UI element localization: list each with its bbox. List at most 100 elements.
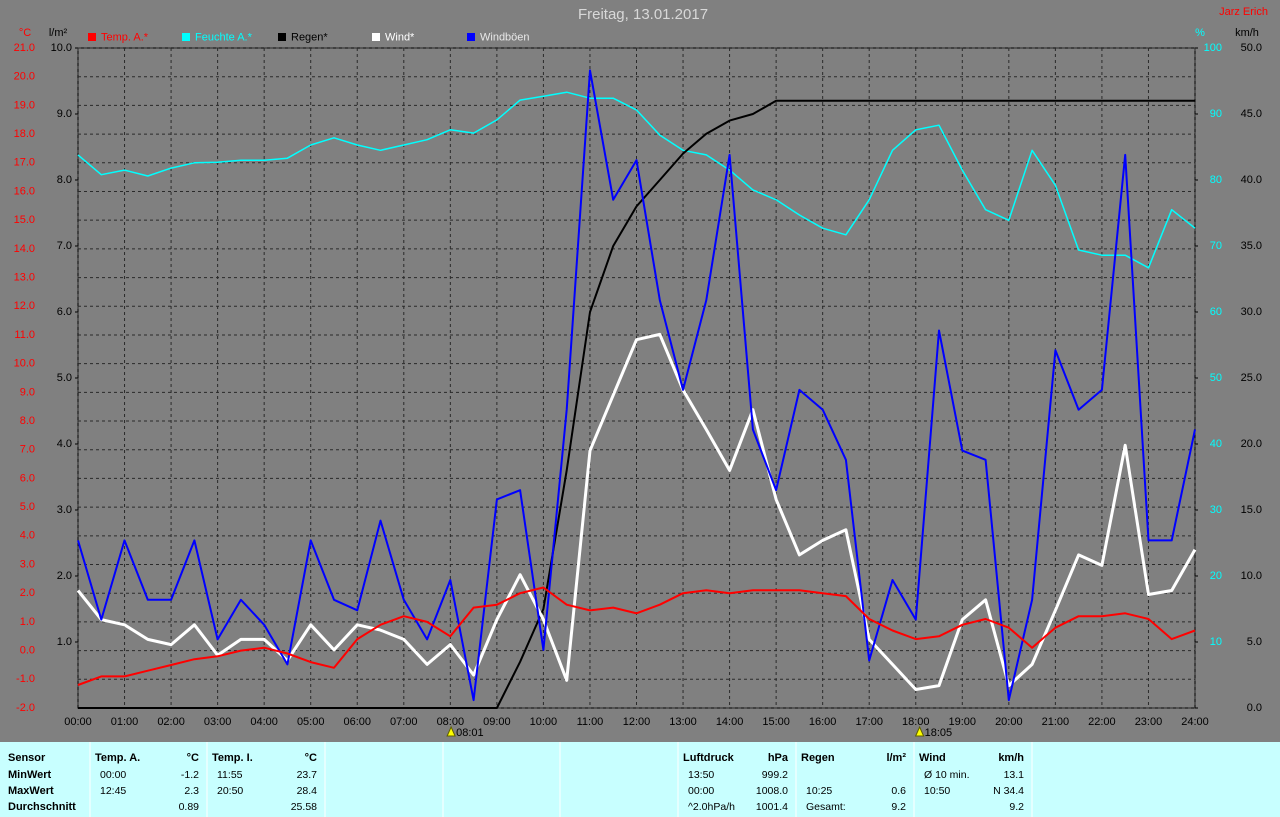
table-cell: 1008.0 (756, 785, 788, 797)
chart-title: Freitag, 13.01.2017 (578, 6, 708, 23)
table-cell: 23.7 (297, 769, 318, 781)
y-tick-label: 15.0 (1241, 504, 1262, 516)
table-cell: 10:25 (806, 785, 832, 797)
x-tick-label: 15:00 (762, 716, 790, 728)
table-header: Temp. I. (212, 752, 253, 764)
y-tick-label: 40.0 (1241, 174, 1262, 186)
y-tick-label: 4.0 (20, 530, 35, 542)
y-tick-label: 20.0 (1241, 438, 1262, 450)
legend-swatch (467, 33, 475, 41)
table-dividers (89, 742, 1033, 817)
table-cell: 25.58 (291, 801, 317, 813)
y-tick-label: 9.0 (57, 108, 72, 120)
x-tick-label: 13:00 (669, 716, 697, 728)
table-header: hPa (768, 752, 789, 764)
table-cell: 10:50 (924, 785, 950, 797)
axis-unit: km/h (1235, 27, 1259, 39)
y-tick-label: 8.0 (20, 415, 35, 427)
x-tick-label: 17:00 (855, 716, 883, 728)
y-tick-label: 21.0 (14, 42, 35, 54)
y-tick-label: 4.0 (57, 438, 72, 450)
table-header: °C (187, 752, 199, 764)
y-tick-label: 80 (1210, 174, 1222, 186)
y-tick-label: 6.0 (20, 472, 35, 484)
y-tick-label: 13.0 (14, 271, 35, 283)
table-cell: 2.3 (184, 785, 199, 797)
row-label: Durchschnitt (8, 801, 76, 813)
x-tick-label: 03:00 (204, 716, 232, 728)
y-tick-label: 60 (1210, 306, 1222, 318)
y-tick-label: 2.0 (57, 570, 72, 582)
y-tick-label: 50 (1210, 372, 1222, 384)
table-header: Temp. A. (95, 752, 140, 764)
y-tick-label: 7.0 (20, 444, 35, 456)
y-tick-label: 7.0 (57, 240, 72, 252)
table-cell: 13:50 (688, 769, 714, 781)
series-line (77, 586, 1196, 686)
y-tick-label: 12.0 (14, 300, 35, 312)
table-cell: 0.6 (891, 785, 906, 797)
y-tick-label: 1.0 (57, 636, 72, 648)
y-tick-label: 2.0 (20, 587, 35, 599)
table-cell: Gesamt: (806, 801, 846, 813)
x-tick-label: 00:00 (64, 716, 92, 728)
y-tick-label: 18.0 (14, 128, 35, 140)
x-tick-label: 04:00 (250, 716, 278, 728)
series-line (78, 99, 1195, 709)
x-tick-label: 06:00 (343, 716, 371, 728)
table-background (0, 742, 1280, 817)
y-tick-label: 19.0 (14, 99, 35, 111)
y-tick-label: 50.0 (1241, 42, 1262, 54)
x-tick-label: 12:00 (623, 716, 651, 728)
y-tick-label: 25.0 (1241, 372, 1262, 384)
y-tick-label: 30.0 (1241, 306, 1262, 318)
legend-label: Feuchte A.* (195, 31, 253, 43)
y-tick-label: 100 (1204, 42, 1222, 54)
sun-marker-label: 18:05 (925, 727, 953, 739)
x-tick-label: 19:00 (949, 716, 977, 728)
x-tick-label: 02:00 (157, 716, 185, 728)
y-tick-label: 14.0 (14, 243, 35, 255)
y-tick-label: 90 (1210, 108, 1222, 120)
y-tick-label: 10.0 (51, 42, 72, 54)
axis-unit: l/m² (49, 27, 68, 39)
table-header: Wind (919, 752, 946, 764)
author: Jarz Erich (1219, 6, 1268, 18)
y-tick-label: 5.0 (57, 372, 72, 384)
table-header: l/m² (886, 752, 906, 764)
y-tick-label: 3.0 (20, 558, 35, 570)
table-header: °C (305, 752, 317, 764)
y-tick-label: 45.0 (1241, 108, 1262, 120)
x-tick-label: 24:00 (1181, 716, 1209, 728)
table-cell: 999.2 (762, 769, 788, 781)
legend-label: Regen* (291, 31, 328, 43)
table-cell: ^2.0hPa/h (688, 801, 735, 813)
table-cell: 28.4 (297, 785, 318, 797)
legend-label: Wind* (385, 31, 415, 43)
legend-swatch (278, 33, 286, 41)
x-tick-label: 23:00 (1135, 716, 1163, 728)
legend-label: Windböen (480, 31, 530, 43)
y-tick-label: 30 (1210, 504, 1222, 516)
y-tick-label: 40 (1210, 438, 1222, 450)
y-tick-label: 17.0 (14, 157, 35, 169)
table-cell: 1001.4 (756, 801, 788, 813)
table-header: Regen (801, 752, 835, 764)
legend-swatch (372, 33, 380, 41)
table-header: Luftdruck (683, 752, 735, 764)
sun-marker (446, 725, 456, 737)
x-tick-label: 10:00 (530, 716, 558, 728)
table-cell: 11:55 (217, 769, 243, 781)
table-header: Sensor (8, 752, 46, 764)
row-label: MaxWert (8, 785, 54, 797)
table-cell: 00:00 (100, 769, 126, 781)
table-cell: 0.89 (179, 801, 200, 813)
x-tick-label: 01:00 (111, 716, 139, 728)
y-tick-label: 10.0 (1241, 570, 1262, 582)
x-tick-label: 07:00 (390, 716, 418, 728)
table-cell: Ø 10 min. (924, 769, 970, 781)
y-tick-label: 0.0 (20, 645, 35, 657)
series-line (77, 91, 1196, 269)
